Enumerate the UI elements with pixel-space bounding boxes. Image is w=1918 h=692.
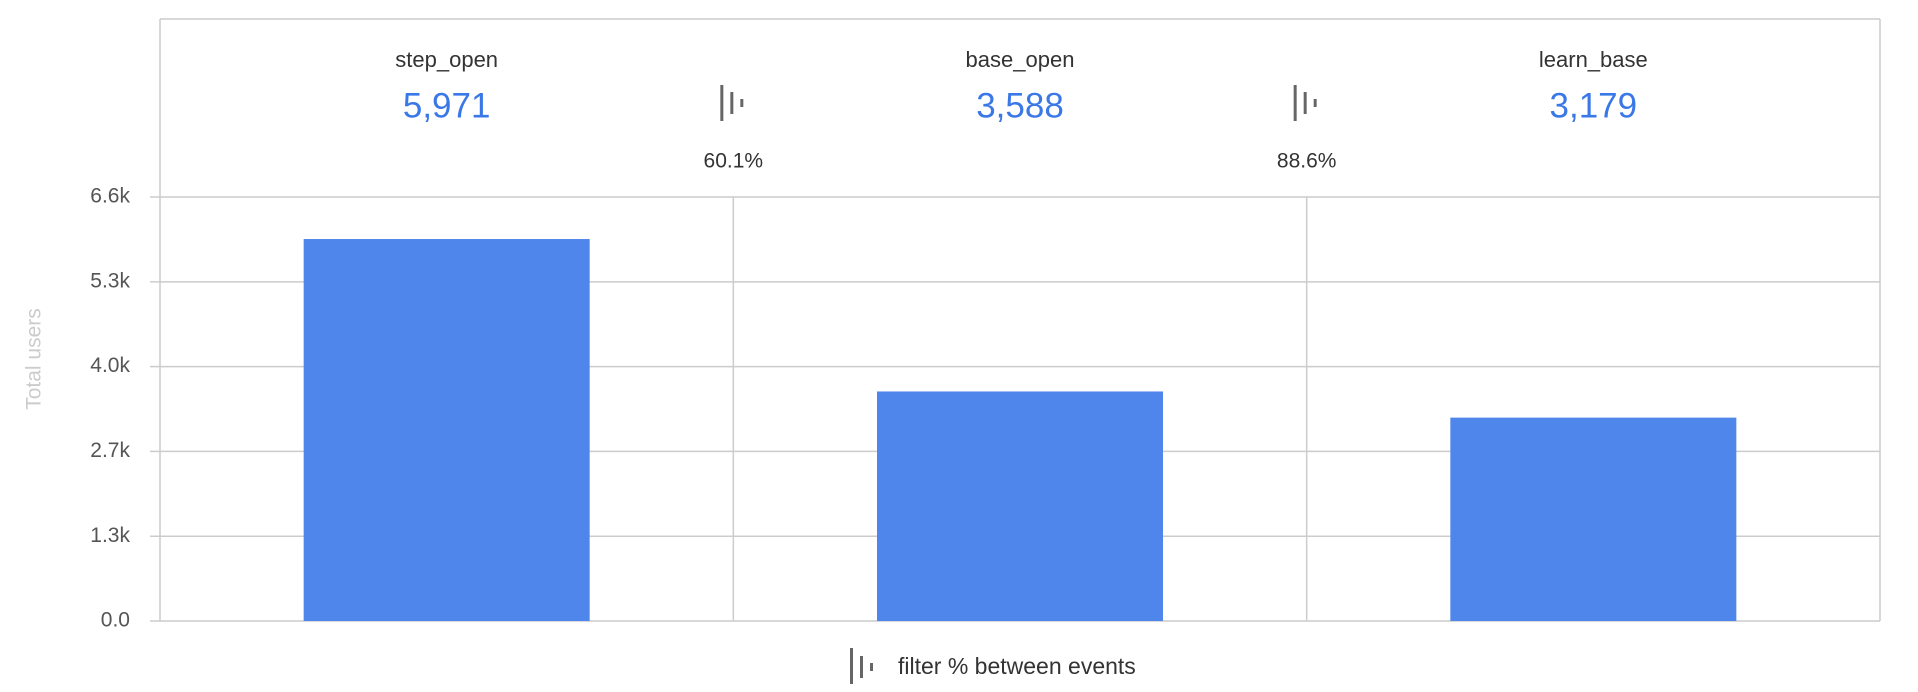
bar [303, 239, 590, 621]
legend[interactable]: filter % between events [850, 648, 1136, 684]
conversion-icon [1313, 99, 1317, 107]
conversion-icon [740, 99, 744, 107]
step-value: 3,179 [1550, 86, 1638, 125]
legend-icon [870, 663, 873, 671]
legend-icon [860, 656, 863, 678]
conversion-rate: 88.6% [1277, 150, 1337, 173]
step-value: 5,971 [403, 86, 491, 125]
y-tick-label: 5.3k [90, 269, 130, 292]
y-tick-label: 0.0 [101, 609, 130, 632]
conversion-icon [1293, 85, 1297, 121]
bar [877, 391, 1163, 621]
legend-icon [850, 648, 853, 684]
conversion-icon [1303, 92, 1307, 114]
step-label: base_open [966, 47, 1075, 72]
y-tick-label: 4.0k [90, 354, 130, 377]
y-tick-label: 6.6k [90, 185, 130, 208]
y-axis-title: Total users [23, 308, 46, 410]
step-label: step_open [395, 47, 498, 72]
legend-label: filter % between events [898, 653, 1136, 679]
conversion-icon [720, 85, 724, 121]
conversion-rate: 60.1% [704, 150, 764, 173]
bar [1450, 417, 1737, 621]
conversion-icon [730, 92, 734, 114]
y-tick-label: 2.7k [90, 439, 130, 462]
step-label: learn_base [1539, 47, 1648, 72]
y-tick-label: 1.3k [90, 524, 130, 547]
step-value: 3,588 [976, 86, 1064, 125]
